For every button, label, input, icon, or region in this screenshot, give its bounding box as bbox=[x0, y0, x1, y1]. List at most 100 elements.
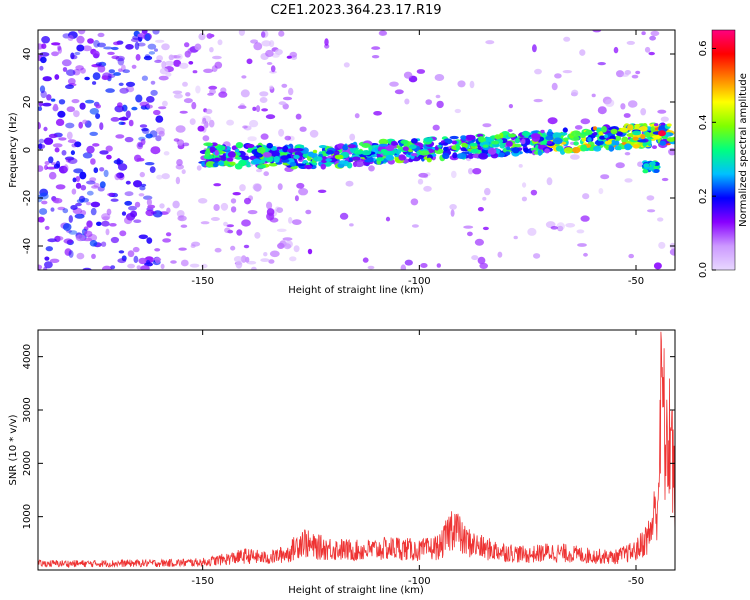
heatmap-cell bbox=[587, 137, 592, 142]
heatmap-cell bbox=[666, 137, 675, 142]
y-tick-label: 2000 bbox=[22, 451, 33, 476]
heatmap-cell bbox=[74, 213, 85, 219]
heatmap-cell bbox=[83, 230, 93, 238]
heatmap-cell bbox=[71, 188, 77, 195]
heatmap-cell bbox=[89, 177, 97, 182]
heatmap-cell bbox=[178, 247, 187, 251]
heatmap-cell bbox=[141, 128, 149, 132]
y-tick-label: -20 bbox=[22, 190, 33, 206]
heatmap-cell bbox=[562, 70, 573, 74]
heatmap-cell bbox=[200, 221, 210, 225]
heatmap-cell bbox=[266, 142, 274, 149]
heatmap-cell bbox=[288, 87, 294, 96]
heatmap-cell bbox=[44, 225, 50, 230]
heatmap-cell bbox=[38, 216, 45, 223]
heatmap-cell bbox=[485, 136, 492, 143]
heatmap-cell bbox=[451, 140, 457, 145]
y-tick-label: 20 bbox=[22, 96, 33, 109]
heatmap-cell bbox=[107, 51, 115, 56]
heatmap-cell bbox=[113, 72, 121, 76]
colorbar: 0.0 0.2 0.4 0.6 Normalized spectral amplitu… bbox=[698, 29, 749, 278]
heatmap-cell bbox=[247, 136, 257, 142]
heatmap-cell bbox=[499, 143, 506, 149]
heatmap-cell bbox=[156, 174, 163, 180]
heatmap-cell bbox=[573, 141, 579, 146]
heatmap-cell bbox=[119, 230, 127, 237]
heatmap-cell bbox=[121, 211, 127, 216]
snr-x-axis-label: Height of straight line (km) bbox=[288, 585, 424, 596]
heatmap-cell bbox=[560, 132, 568, 136]
heatmap-cell bbox=[150, 80, 156, 85]
heatmap-cell bbox=[57, 45, 62, 51]
heatmap-cell bbox=[258, 159, 266, 164]
heatmap-cell bbox=[608, 145, 614, 152]
heatmap-cell bbox=[229, 161, 236, 166]
heatmap-cell bbox=[140, 183, 147, 187]
heatmap-cell bbox=[204, 150, 210, 157]
y-tick-label: 1000 bbox=[22, 504, 33, 529]
heatmap-cell bbox=[378, 30, 388, 36]
heatmap-cell bbox=[141, 75, 148, 81]
heatmap-cell bbox=[155, 135, 162, 142]
heatmap-cell bbox=[385, 154, 394, 161]
heatmap-cell bbox=[134, 41, 140, 50]
heatmap-cell bbox=[236, 152, 241, 156]
heatmap-cell bbox=[139, 185, 146, 191]
heatmap-cell bbox=[170, 260, 177, 264]
heatmap-cell bbox=[189, 118, 196, 125]
heatmap-cell bbox=[65, 84, 74, 89]
heatmap-cell bbox=[201, 115, 212, 123]
heatmap-cell bbox=[241, 75, 247, 79]
heatmap-cell bbox=[252, 106, 257, 111]
heatmap-cell bbox=[262, 152, 272, 158]
heatmap-cell bbox=[58, 99, 66, 105]
heatmap-cell bbox=[220, 202, 229, 211]
heatmap-cell bbox=[544, 148, 550, 154]
heatmap-cell bbox=[246, 260, 257, 265]
heatmap-cell bbox=[249, 119, 259, 128]
heatmap-cell bbox=[209, 146, 216, 154]
heatmap-cell bbox=[188, 61, 194, 65]
heatmap-cell bbox=[521, 138, 526, 145]
heatmap-cell bbox=[48, 156, 54, 164]
heatmap-cell bbox=[152, 30, 160, 35]
heatmap-cell bbox=[410, 198, 419, 206]
heatmap-cell bbox=[208, 119, 215, 128]
heatmap-cell bbox=[647, 209, 656, 213]
heatmap-cell bbox=[205, 108, 213, 114]
heatmap-cell bbox=[41, 36, 50, 44]
heatmap-cell bbox=[65, 122, 75, 129]
heatmap-cell bbox=[334, 150, 340, 157]
heatmap-cell bbox=[52, 197, 63, 204]
heatmap-cell bbox=[635, 70, 641, 75]
heatmap-cell bbox=[54, 147, 60, 153]
heatmap-cell bbox=[339, 212, 349, 220]
heatmap-cell bbox=[227, 229, 234, 234]
heatmap-cell bbox=[317, 189, 327, 193]
heatmap-cell bbox=[437, 144, 443, 148]
heatmap-cell bbox=[657, 109, 667, 114]
heatmap-cell bbox=[418, 172, 429, 178]
heatmap-cell bbox=[177, 215, 187, 222]
heatmap-cell bbox=[379, 30, 387, 36]
heatmap-cell bbox=[101, 220, 110, 227]
heatmap-cell bbox=[135, 54, 141, 61]
heatmap-cell bbox=[469, 142, 478, 147]
heatmap-cell bbox=[214, 61, 223, 69]
heatmap-cell bbox=[227, 151, 236, 158]
heatmap-cell bbox=[417, 178, 424, 185]
heatmap-cell bbox=[150, 146, 161, 155]
heatmap-cell bbox=[527, 227, 537, 236]
heatmap-cell bbox=[137, 33, 144, 38]
heatmap-cell bbox=[136, 141, 144, 150]
heatmap-cell bbox=[97, 65, 106, 73]
heatmap-cell bbox=[232, 192, 241, 196]
heatmap-cell bbox=[298, 188, 309, 196]
heatmap-cell bbox=[81, 197, 89, 203]
heatmap-cell bbox=[371, 55, 380, 59]
heatmap-cell bbox=[99, 150, 109, 155]
heatmap-cell bbox=[238, 30, 245, 36]
heatmap-cell bbox=[277, 183, 283, 191]
heatmap-cell bbox=[256, 146, 266, 154]
snr-series-line bbox=[38, 331, 675, 568]
